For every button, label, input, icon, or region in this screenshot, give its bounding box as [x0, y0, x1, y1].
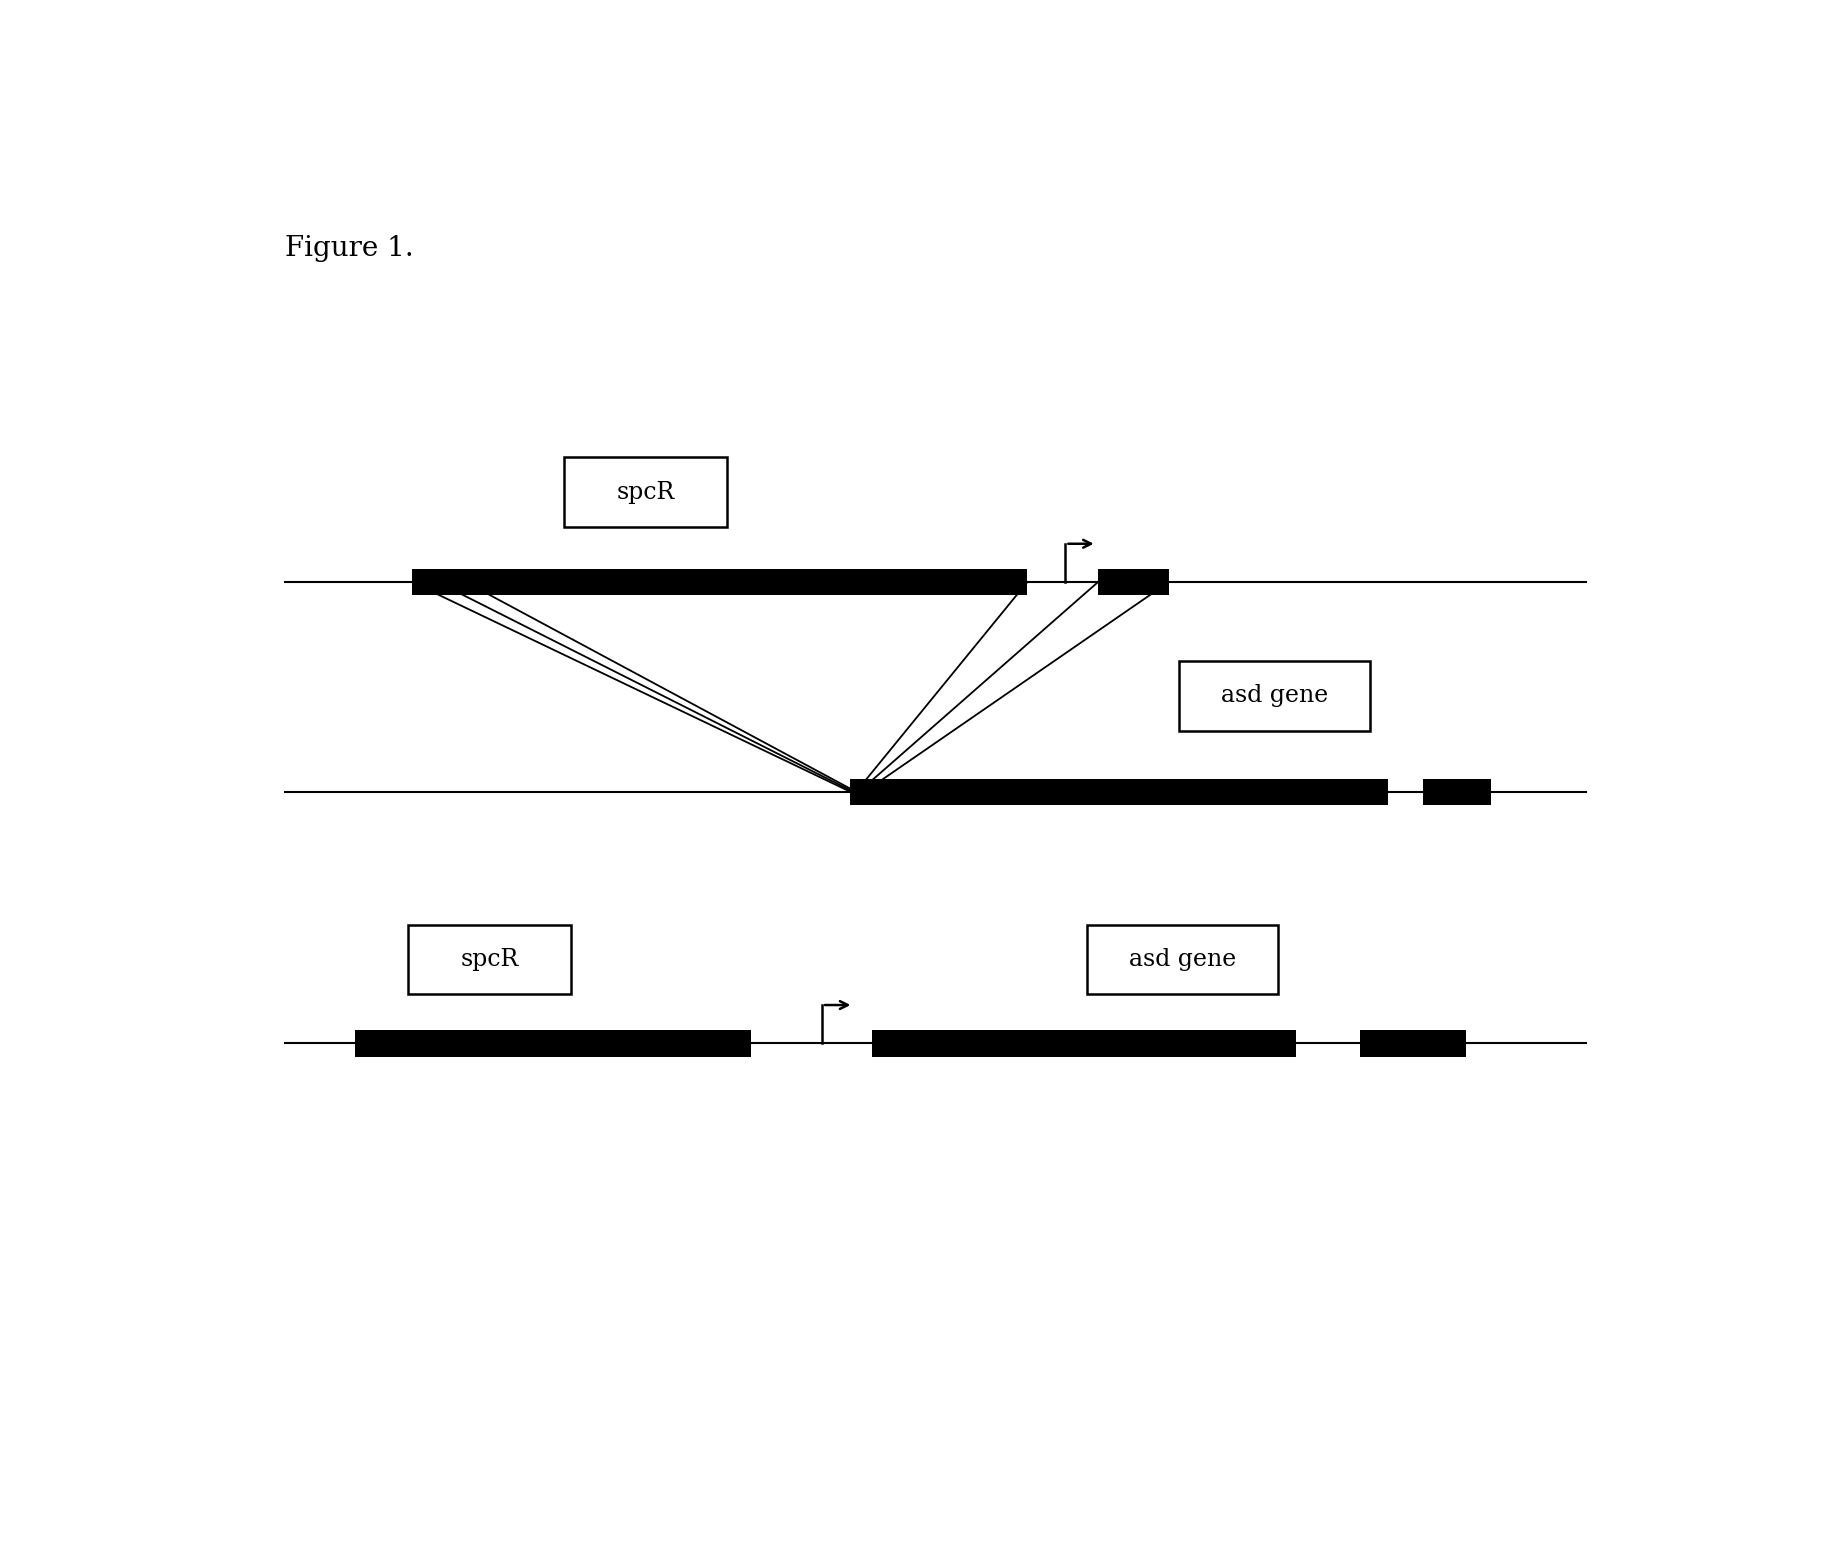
- Bar: [1088, 924, 1278, 994]
- Bar: [872, 1030, 1296, 1057]
- Bar: [1179, 661, 1371, 731]
- Bar: [412, 569, 1027, 596]
- Bar: [564, 457, 726, 527]
- Bar: [1099, 569, 1168, 596]
- Bar: [1424, 778, 1491, 804]
- Bar: [1360, 1030, 1465, 1057]
- Text: spcR: spcR: [460, 948, 518, 971]
- Text: asd gene: asd gene: [1221, 685, 1329, 708]
- Bar: [409, 924, 571, 994]
- Text: Figure 1.: Figure 1.: [285, 235, 414, 261]
- Bar: [850, 778, 1387, 804]
- Text: asd gene: asd gene: [1130, 948, 1237, 971]
- Text: spcR: spcR: [617, 481, 675, 504]
- Bar: [356, 1030, 752, 1057]
